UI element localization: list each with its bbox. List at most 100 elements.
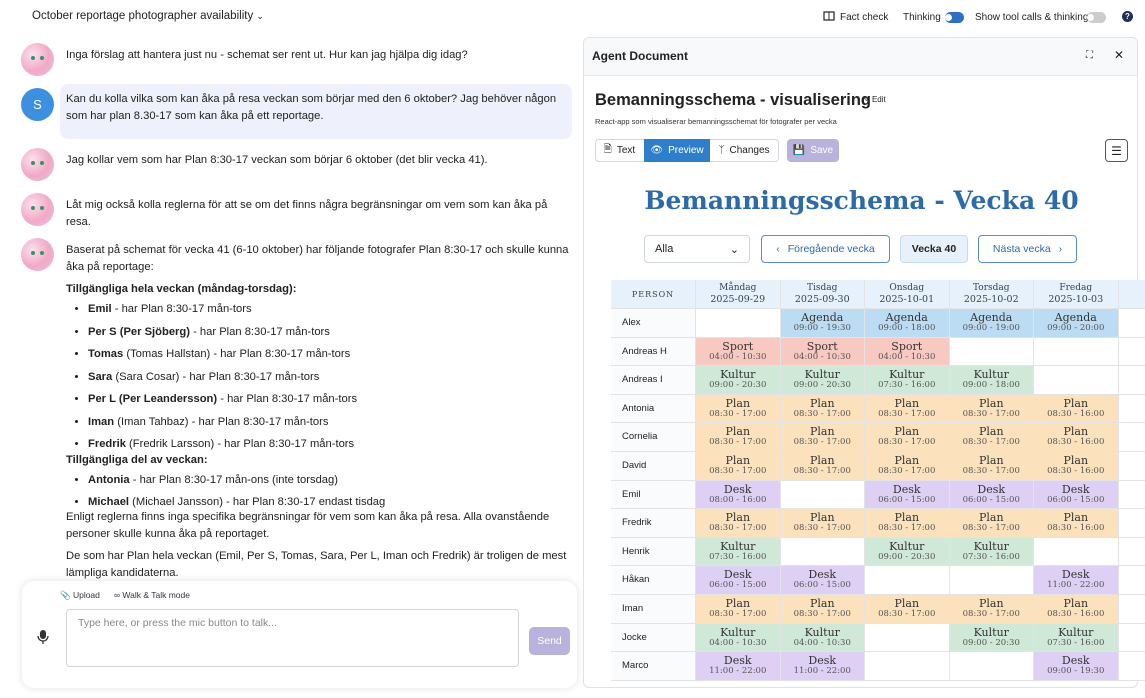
shift-type: Desk (723, 482, 752, 496)
conversation-title[interactable]: October reportage photographer availabil… (32, 10, 264, 22)
mic-icon[interactable] (37, 629, 49, 645)
person-name: Fredrik (611, 509, 696, 538)
save-button[interactable]: 💾 Save (787, 139, 839, 162)
next-text: Nästa vecka (992, 243, 1051, 255)
shift-type: Agenda (970, 311, 1013, 324)
message: Kan du kolla vilka som kan åka på resa v… (66, 91, 571, 125)
shift-cell: Agenda 09:00 - 19:30 (780, 309, 865, 338)
message-text: Låt mig också kolla reglerna för att se … (66, 199, 548, 228)
thinking-toggle[interactable]: .on::after{} (945, 12, 964, 23)
close-button[interactable]: ✕ (1114, 48, 1125, 62)
bullet-item: Antonia - har Plan 8:30-17 mån-ons (inte… (88, 469, 571, 492)
shift-time: 09:00 - 19:00 (962, 323, 1020, 333)
message-text: Inga förslag att hantera just nu - schem… (66, 49, 468, 61)
shift-type: Plan (894, 454, 920, 467)
extra-cell (1118, 623, 1145, 653)
shift-type: Plan (978, 597, 1004, 610)
input-card: 📎 Upload ∞ Walk & Talk mode Type here, o… (22, 581, 577, 688)
filter-text: Alla (655, 243, 674, 255)
item-detail: (Tomas Hallstan) - har Plan 8:30-17 mån-… (123, 348, 351, 360)
send-button[interactable]: Send (529, 627, 570, 655)
shift-time: 06:00 - 15:00 (962, 494, 1020, 505)
shift-type: Plan (978, 425, 1004, 439)
shift-type: Kultur (720, 539, 756, 553)
shift-time: 08:00 - 16:00 (709, 494, 767, 505)
agent-avatar (21, 43, 54, 76)
shift-cell: Plan 08:30 - 17:00 (949, 394, 1034, 424)
chat-area: Inga förslag att hantera just nu - schem… (0, 35, 580, 595)
preview-heading: Bemanningsschema - Vecka 40 (644, 186, 1079, 215)
message-text: Jag kollar vem som har Plan 8:30-17 veck… (66, 154, 488, 166)
shift-type: Kultur (973, 368, 1009, 382)
shift-type: Desk (808, 568, 837, 582)
extra-cell (1118, 309, 1145, 338)
agent-avatar (21, 148, 54, 181)
edit-button[interactable]: ✎ Edit (863, 95, 886, 104)
day-header: Tisdag 2025-09-30 (780, 280, 865, 309)
expand-button[interactable]: ⛶ (1086, 50, 1093, 61)
bullet-item: Sara (Sara Cosar) - har Plan 8:30-17 mån… (88, 366, 571, 389)
shift-type: Desk (892, 482, 921, 496)
shift-type: Kultur (973, 539, 1009, 553)
bullet-item: Iman (Iman Tahbaz) - har Plan 8:30-17 må… (88, 411, 571, 434)
person-name: Iman (611, 595, 696, 624)
shift-time: 04:00 - 10:30 (793, 637, 851, 648)
day-header: Fredag 2025-10-03 (1034, 280, 1119, 309)
current-week[interactable]: Vecka 40 (900, 235, 968, 263)
help-button[interactable]: ? (1122, 11, 1133, 22)
day-header: Torsdag 2025-10-02 (949, 280, 1034, 309)
shift-cell: Plan 08:30 - 17:00 (780, 423, 865, 452)
message-input[interactable]: Type here, or press the mic button to ta… (66, 609, 519, 667)
shift-cell: Desk 09:00 - 19:30 (1034, 652, 1119, 681)
upload[interactable]: 📎 Upload (60, 590, 100, 600)
shift-time: 08:30 - 17:00 (878, 408, 936, 419)
header-bg (611, 280, 1145, 309)
extra-cell (1118, 566, 1145, 595)
agent-avatar (21, 238, 54, 271)
shift-cell: Sport 04:00 - 10:30 (696, 337, 781, 367)
tab-changes[interactable]: ᛉ Changes (718, 145, 770, 156)
day-name: Onsdag (889, 283, 925, 293)
filter-select[interactable]: Alla ⌄ (644, 235, 750, 263)
item-name: Iman (88, 415, 115, 428)
shift-cell: Desk 06:00 - 15:00 (780, 566, 865, 595)
person-name: David (611, 452, 696, 481)
fact-check[interactable]: Fact check (840, 12, 889, 23)
shift-type: Plan (725, 454, 751, 467)
walk-text: Walk & Talk mode (122, 590, 190, 600)
shift-cell: Sport 04:00 - 10:30 (865, 337, 950, 367)
user-bubble (60, 84, 572, 139)
shift-time: 07:30 - 16:00 (962, 551, 1020, 562)
shift-time: 08:30 - 17:00 (878, 523, 936, 534)
message: Jag kollar vem som har Plan 8:30-17 veck… (66, 152, 571, 169)
shift-cell: Plan 08:30 - 17:00 (865, 423, 950, 452)
shift-type: Plan (1063, 597, 1089, 610)
prev-text: Föregående vecka (787, 243, 875, 255)
day-date: 2025-10-03 (1048, 294, 1104, 305)
shift-type: Desk (977, 482, 1006, 496)
shift-time: 08:30 - 17:00 (962, 466, 1020, 476)
tab-text[interactable]: 🗎 Text (603, 144, 636, 156)
walk-talk[interactable]: ∞ Walk & Talk mode (114, 590, 190, 600)
shift-cell: Plan 08:30 - 16:00 (1034, 509, 1119, 538)
shift-cell (780, 480, 865, 510)
menu-button[interactable]: ☰ (1105, 139, 1128, 162)
shift-time: 08:30 - 17:00 (709, 609, 767, 619)
shift-type: Kultur (889, 539, 925, 553)
shift-time: 04:00 - 10:30 (709, 637, 767, 648)
extra-cell (1118, 595, 1145, 624)
tools-toggle[interactable] (1087, 12, 1106, 23)
shift-time: 09:00 - 19:30 (1047, 666, 1105, 677)
shift-cell (949, 337, 1034, 367)
shift-time: 11:00 - 22:00 (793, 666, 851, 677)
next-week[interactable]: Nästa vecka › (978, 235, 1077, 263)
doc-title: Bemanningsschema - visualisering (595, 91, 872, 109)
shift-time: 09:00 - 20:30 (709, 380, 767, 391)
thinking-label: Thinking (903, 12, 941, 23)
shift-type: Agenda (801, 311, 844, 324)
prev-week[interactable]: ‹ Föregående vecka (761, 235, 890, 263)
message: Inga förslag att hantera just nu - schem… (66, 47, 571, 64)
shift-time: 06:00 - 15:00 (878, 494, 936, 505)
tab-preview[interactable]: 👁 Preview (644, 139, 710, 162)
